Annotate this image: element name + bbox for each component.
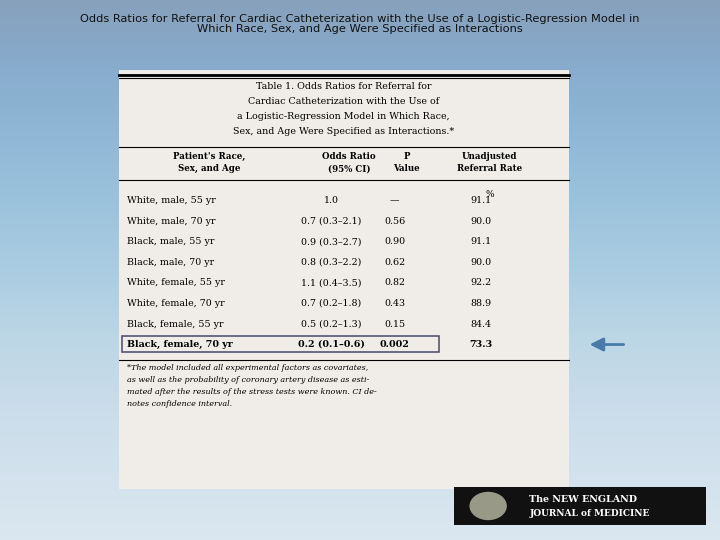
Text: as well as the probability of coronary artery disease as esti-: as well as the probability of coronary a… xyxy=(127,376,369,384)
Text: 0.7 (0.2–1.8): 0.7 (0.2–1.8) xyxy=(301,299,361,308)
Text: 0.56: 0.56 xyxy=(384,217,405,226)
Text: White, male, 70 yr: White, male, 70 yr xyxy=(127,217,216,226)
Text: 0.7 (0.3–2.1): 0.7 (0.3–2.1) xyxy=(301,217,361,226)
Text: 90.0: 90.0 xyxy=(470,217,492,226)
Text: Black, female, 55 yr: Black, female, 55 yr xyxy=(127,320,224,328)
Text: notes confidence interval.: notes confidence interval. xyxy=(127,400,233,408)
Text: 90.0: 90.0 xyxy=(470,258,492,267)
Text: *The model included all experimental factors as covariates,: *The model included all experimental fac… xyxy=(127,364,369,372)
Text: Which Race, Sex, and Age Were Specified as Interactions: Which Race, Sex, and Age Were Specified … xyxy=(197,24,523,34)
Text: Table 1. Odds Ratios for Referral for: Table 1. Odds Ratios for Referral for xyxy=(256,82,431,91)
Text: Black, male, 55 yr: Black, male, 55 yr xyxy=(127,238,215,246)
Text: Value: Value xyxy=(394,164,420,173)
Text: Referral Rate: Referral Rate xyxy=(457,164,522,173)
Text: 0.9 (0.3–2.7): 0.9 (0.3–2.7) xyxy=(301,238,361,246)
Text: Unadjusted: Unadjusted xyxy=(462,152,518,161)
Text: 84.4: 84.4 xyxy=(470,320,492,328)
Text: Black, male, 70 yr: Black, male, 70 yr xyxy=(127,258,215,267)
Text: mated after the results of the stress tests were known. CI de-: mated after the results of the stress te… xyxy=(127,388,377,396)
Text: 0.15: 0.15 xyxy=(384,320,405,328)
Text: 1.0: 1.0 xyxy=(324,197,338,205)
Text: Patient's Race,: Patient's Race, xyxy=(173,152,245,161)
Text: P: P xyxy=(403,152,410,161)
Text: Black, female, 70 yr: Black, female, 70 yr xyxy=(127,340,233,349)
Text: Sex, and Age Were Specified as Interactions.*: Sex, and Age Were Specified as Interacti… xyxy=(233,127,454,137)
Text: 1.1 (0.4–3.5): 1.1 (0.4–3.5) xyxy=(301,279,361,287)
Text: 0.90: 0.90 xyxy=(384,238,405,246)
Text: 0.5 (0.2–1.3): 0.5 (0.2–1.3) xyxy=(301,320,361,328)
Text: 91.1: 91.1 xyxy=(470,238,492,246)
Text: JOURNAL of MEDICINE: JOURNAL of MEDICINE xyxy=(529,509,649,518)
Text: 91.1: 91.1 xyxy=(470,197,492,205)
Text: %: % xyxy=(485,190,494,199)
Text: 0.002: 0.002 xyxy=(379,340,410,349)
Text: White, male, 55 yr: White, male, 55 yr xyxy=(127,197,216,205)
Text: 0.43: 0.43 xyxy=(384,299,405,308)
Text: 92.2: 92.2 xyxy=(470,279,492,287)
Text: 0.8 (0.3–2.2): 0.8 (0.3–2.2) xyxy=(301,258,361,267)
Text: White, female, 55 yr: White, female, 55 yr xyxy=(127,279,225,287)
Text: 0.62: 0.62 xyxy=(384,258,405,267)
Text: Odds Ratios for Referral for Cardiac Catheterization with the Use of a Logistic-: Odds Ratios for Referral for Cardiac Cat… xyxy=(80,14,640,24)
Text: a Logistic-Regression Model in Which Race,: a Logistic-Regression Model in Which Rac… xyxy=(238,112,450,122)
Text: Odds Ratio: Odds Ratio xyxy=(323,152,376,161)
Text: Sex, and Age: Sex, and Age xyxy=(178,164,240,173)
Text: 0.2 (0.1–0.6): 0.2 (0.1–0.6) xyxy=(298,340,364,349)
Text: (95% CI): (95% CI) xyxy=(328,164,371,173)
Text: 0.82: 0.82 xyxy=(384,279,405,287)
Text: The NEW ENGLAND: The NEW ENGLAND xyxy=(529,495,637,504)
Text: 88.9: 88.9 xyxy=(470,299,492,308)
Text: 73.3: 73.3 xyxy=(469,340,492,349)
Text: —: — xyxy=(390,197,400,205)
Text: Cardiac Catheterization with the Use of: Cardiac Catheterization with the Use of xyxy=(248,97,439,106)
Text: White, female, 70 yr: White, female, 70 yr xyxy=(127,299,225,308)
